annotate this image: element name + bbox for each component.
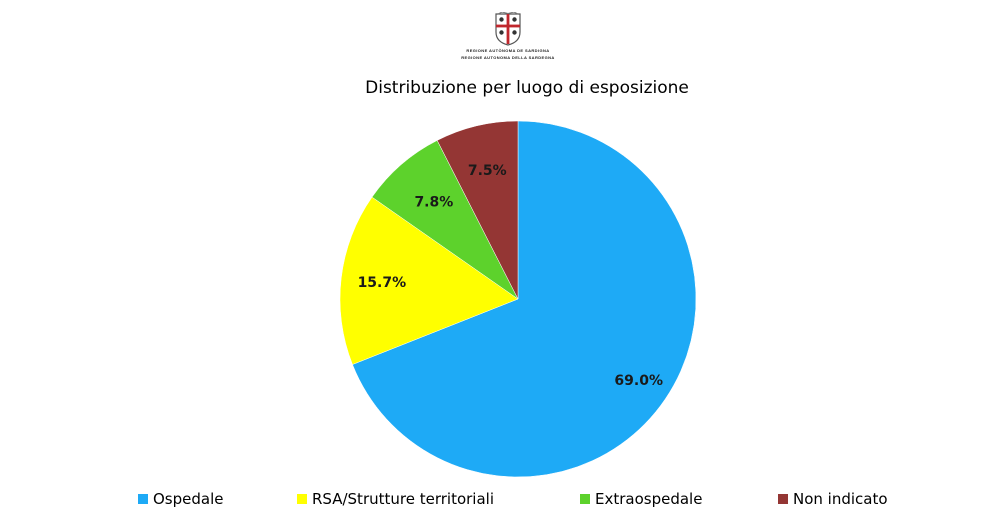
- logo-text-italian: REGIONE AUTONOMA DELLA SARDEGNA: [461, 55, 555, 60]
- legend-label: RSA/Strutture territoriali: [312, 490, 494, 508]
- legend-label: Extraospedale: [595, 490, 703, 508]
- legend-item: RSA/Strutture territoriali: [297, 488, 494, 510]
- legend-item: Ospedale: [138, 488, 223, 510]
- sardinia-coat-of-arms-icon: [495, 12, 521, 46]
- logo-text-sardinian: REGIONE AUTÒNOMA DE SARDIGNA: [466, 48, 550, 53]
- slice-data-label: 7.5%: [468, 163, 507, 179]
- legend-label: Ospedale: [153, 490, 224, 508]
- legend-swatch: [297, 494, 307, 504]
- chart-legend: Ospedale RSA/Strutture territoriali Extrao…: [0, 488, 1005, 510]
- slice-data-label: 69.0%: [614, 373, 663, 389]
- pie-slice-non-indicato: [436, 120, 519, 300]
- legend-swatch: [580, 494, 590, 504]
- pie-slice-rsa-strutture-territoriali: [339, 196, 519, 365]
- pie-slice-ospedale: [352, 120, 697, 478]
- legend-label: Non indicato: [793, 490, 888, 508]
- slice-data-label: 15.7%: [358, 275, 407, 291]
- legend-swatch: [138, 494, 148, 504]
- pie-labels: 69.0% 15.7% 7.8% 7.5%: [358, 163, 663, 389]
- region-logo: REGIONE AUTÒNOMA DE SARDIGNA REGIONE AUT…: [458, 12, 558, 68]
- legend-item: Extraospedale: [580, 488, 702, 510]
- legend-swatch: [778, 494, 788, 504]
- slice-data-label: 7.8%: [414, 194, 453, 210]
- pie-slices: [339, 120, 697, 478]
- chart-title: Distribuzione per luogo di esposizione: [365, 78, 689, 98]
- legend-item: Non indicato: [778, 488, 888, 510]
